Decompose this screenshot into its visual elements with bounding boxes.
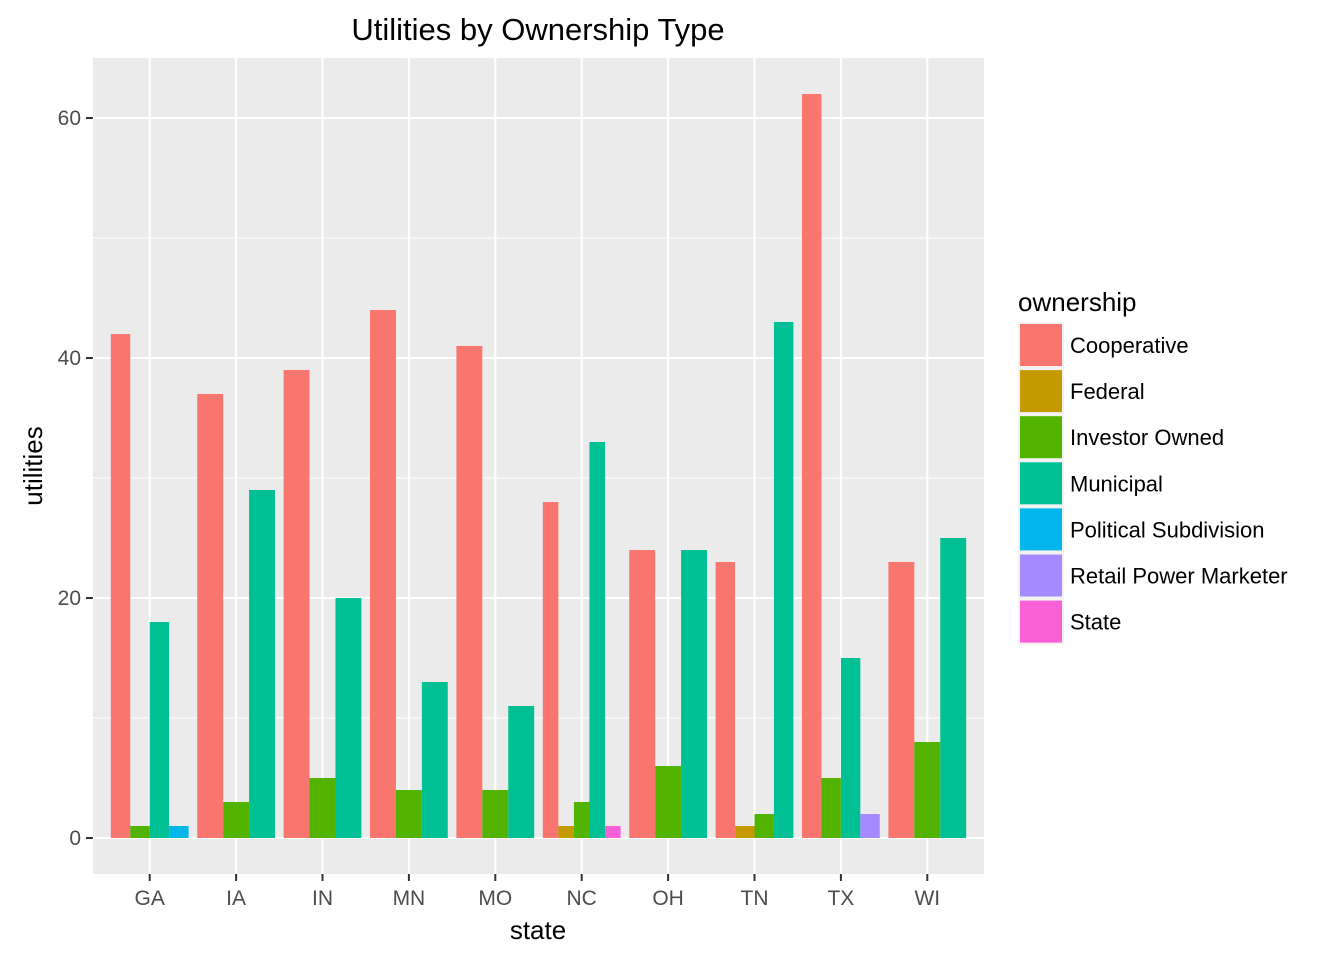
bar-tn-municipal xyxy=(773,322,794,838)
y-axis-ticks: 0 20 40 60 xyxy=(58,107,93,850)
bar-tx-cooperative xyxy=(802,94,822,838)
x-axis-ticks: GA IA IN MN MO NC OH TN TX WI xyxy=(135,874,940,910)
bar-ga-investor-owned xyxy=(130,826,150,838)
x-tick-label: MO xyxy=(478,887,512,910)
bar-wi-investor-owned xyxy=(914,742,941,838)
bar-tx-retail-power-marketer xyxy=(860,814,880,838)
bar-ia-municipal xyxy=(249,490,275,838)
bar-ga-municipal xyxy=(149,622,170,838)
bar-mo-cooperative xyxy=(456,346,483,838)
bar-in-cooperative xyxy=(283,370,310,838)
bar-mo-investor-owned xyxy=(482,790,509,838)
x-axis-title: state xyxy=(510,915,566,945)
legend-swatch xyxy=(1020,370,1062,413)
x-tick-label: TN xyxy=(741,887,769,910)
legend-label: Federal xyxy=(1070,379,1145,404)
legend: ownership Cooperative Federal Investor Own… xyxy=(1018,287,1288,645)
y-axis-title: utilities xyxy=(18,426,48,505)
major-gridlines xyxy=(93,58,984,874)
legend-title: ownership xyxy=(1018,287,1137,317)
legend-swatch xyxy=(1020,324,1062,366)
bar-tn-cooperative xyxy=(715,562,736,838)
plot-panel xyxy=(93,58,984,874)
legend-label: Political Subdivision xyxy=(1070,517,1264,542)
legend-label: Investor Owned xyxy=(1070,425,1224,450)
legend-swatch xyxy=(1020,554,1062,597)
bar-ia-cooperative xyxy=(197,394,224,838)
bar-in-investor-owned xyxy=(309,778,336,838)
legend-swatch xyxy=(1020,416,1062,459)
legend-swatch xyxy=(1020,462,1062,505)
bar-ia-investor-owned xyxy=(223,802,250,838)
chart-title: Utilities by Ownership Type xyxy=(351,12,724,47)
bar-mn-municipal xyxy=(421,682,448,838)
bar-tx-investor-owned xyxy=(821,778,841,838)
x-tick-label: IN xyxy=(312,887,333,910)
y-tick-label: 60 xyxy=(58,107,81,130)
legend-label: Municipal xyxy=(1070,471,1163,496)
legend-label: Retail Power Marketer xyxy=(1070,564,1288,589)
legend-items: Cooperative Federal Investor Owned Municipa… xyxy=(1018,322,1288,645)
x-tick-label: MN xyxy=(393,887,426,910)
legend-swatch xyxy=(1020,600,1062,643)
bar-nc-investor-owned xyxy=(573,802,590,838)
bar-tn-federal xyxy=(735,826,755,838)
legend-label: Cooperative xyxy=(1070,333,1189,358)
bar-mo-municipal xyxy=(508,706,535,838)
legend-swatch xyxy=(1020,508,1062,551)
minor-gridlines xyxy=(93,237,984,719)
bar-oh-cooperative xyxy=(629,550,656,838)
y-tick-label: 0 xyxy=(69,827,81,850)
bar-wi-municipal xyxy=(940,538,967,838)
legend-label: State xyxy=(1070,610,1121,635)
x-tick-label: NC xyxy=(567,887,597,910)
bar-wi-cooperative xyxy=(888,562,915,838)
bar-oh-investor-owned xyxy=(655,766,682,838)
x-tick-label: OH xyxy=(652,887,684,910)
x-tick-label: IA xyxy=(226,887,246,910)
bar-tx-municipal xyxy=(840,658,861,838)
bar-nc-state xyxy=(605,826,621,838)
bar-in-municipal xyxy=(335,598,362,838)
bar-nc-cooperative xyxy=(542,502,559,838)
y-tick-label: 20 xyxy=(58,587,81,610)
bar-tn-investor-owned xyxy=(754,814,774,838)
x-tick-label: WI xyxy=(914,887,940,910)
bar-nc-municipal xyxy=(589,442,606,838)
bar-ga-political-subdivision xyxy=(169,826,189,838)
bars xyxy=(110,94,967,838)
y-tick-label: 40 xyxy=(58,347,81,370)
bar-mn-investor-owned xyxy=(395,790,422,838)
bar-nc-federal xyxy=(558,826,574,838)
bar-oh-municipal xyxy=(681,550,707,838)
x-tick-label: TX xyxy=(827,887,854,910)
bar-mn-cooperative xyxy=(370,310,396,838)
bar-ga-cooperative xyxy=(110,334,131,838)
x-tick-label: GA xyxy=(135,887,165,910)
